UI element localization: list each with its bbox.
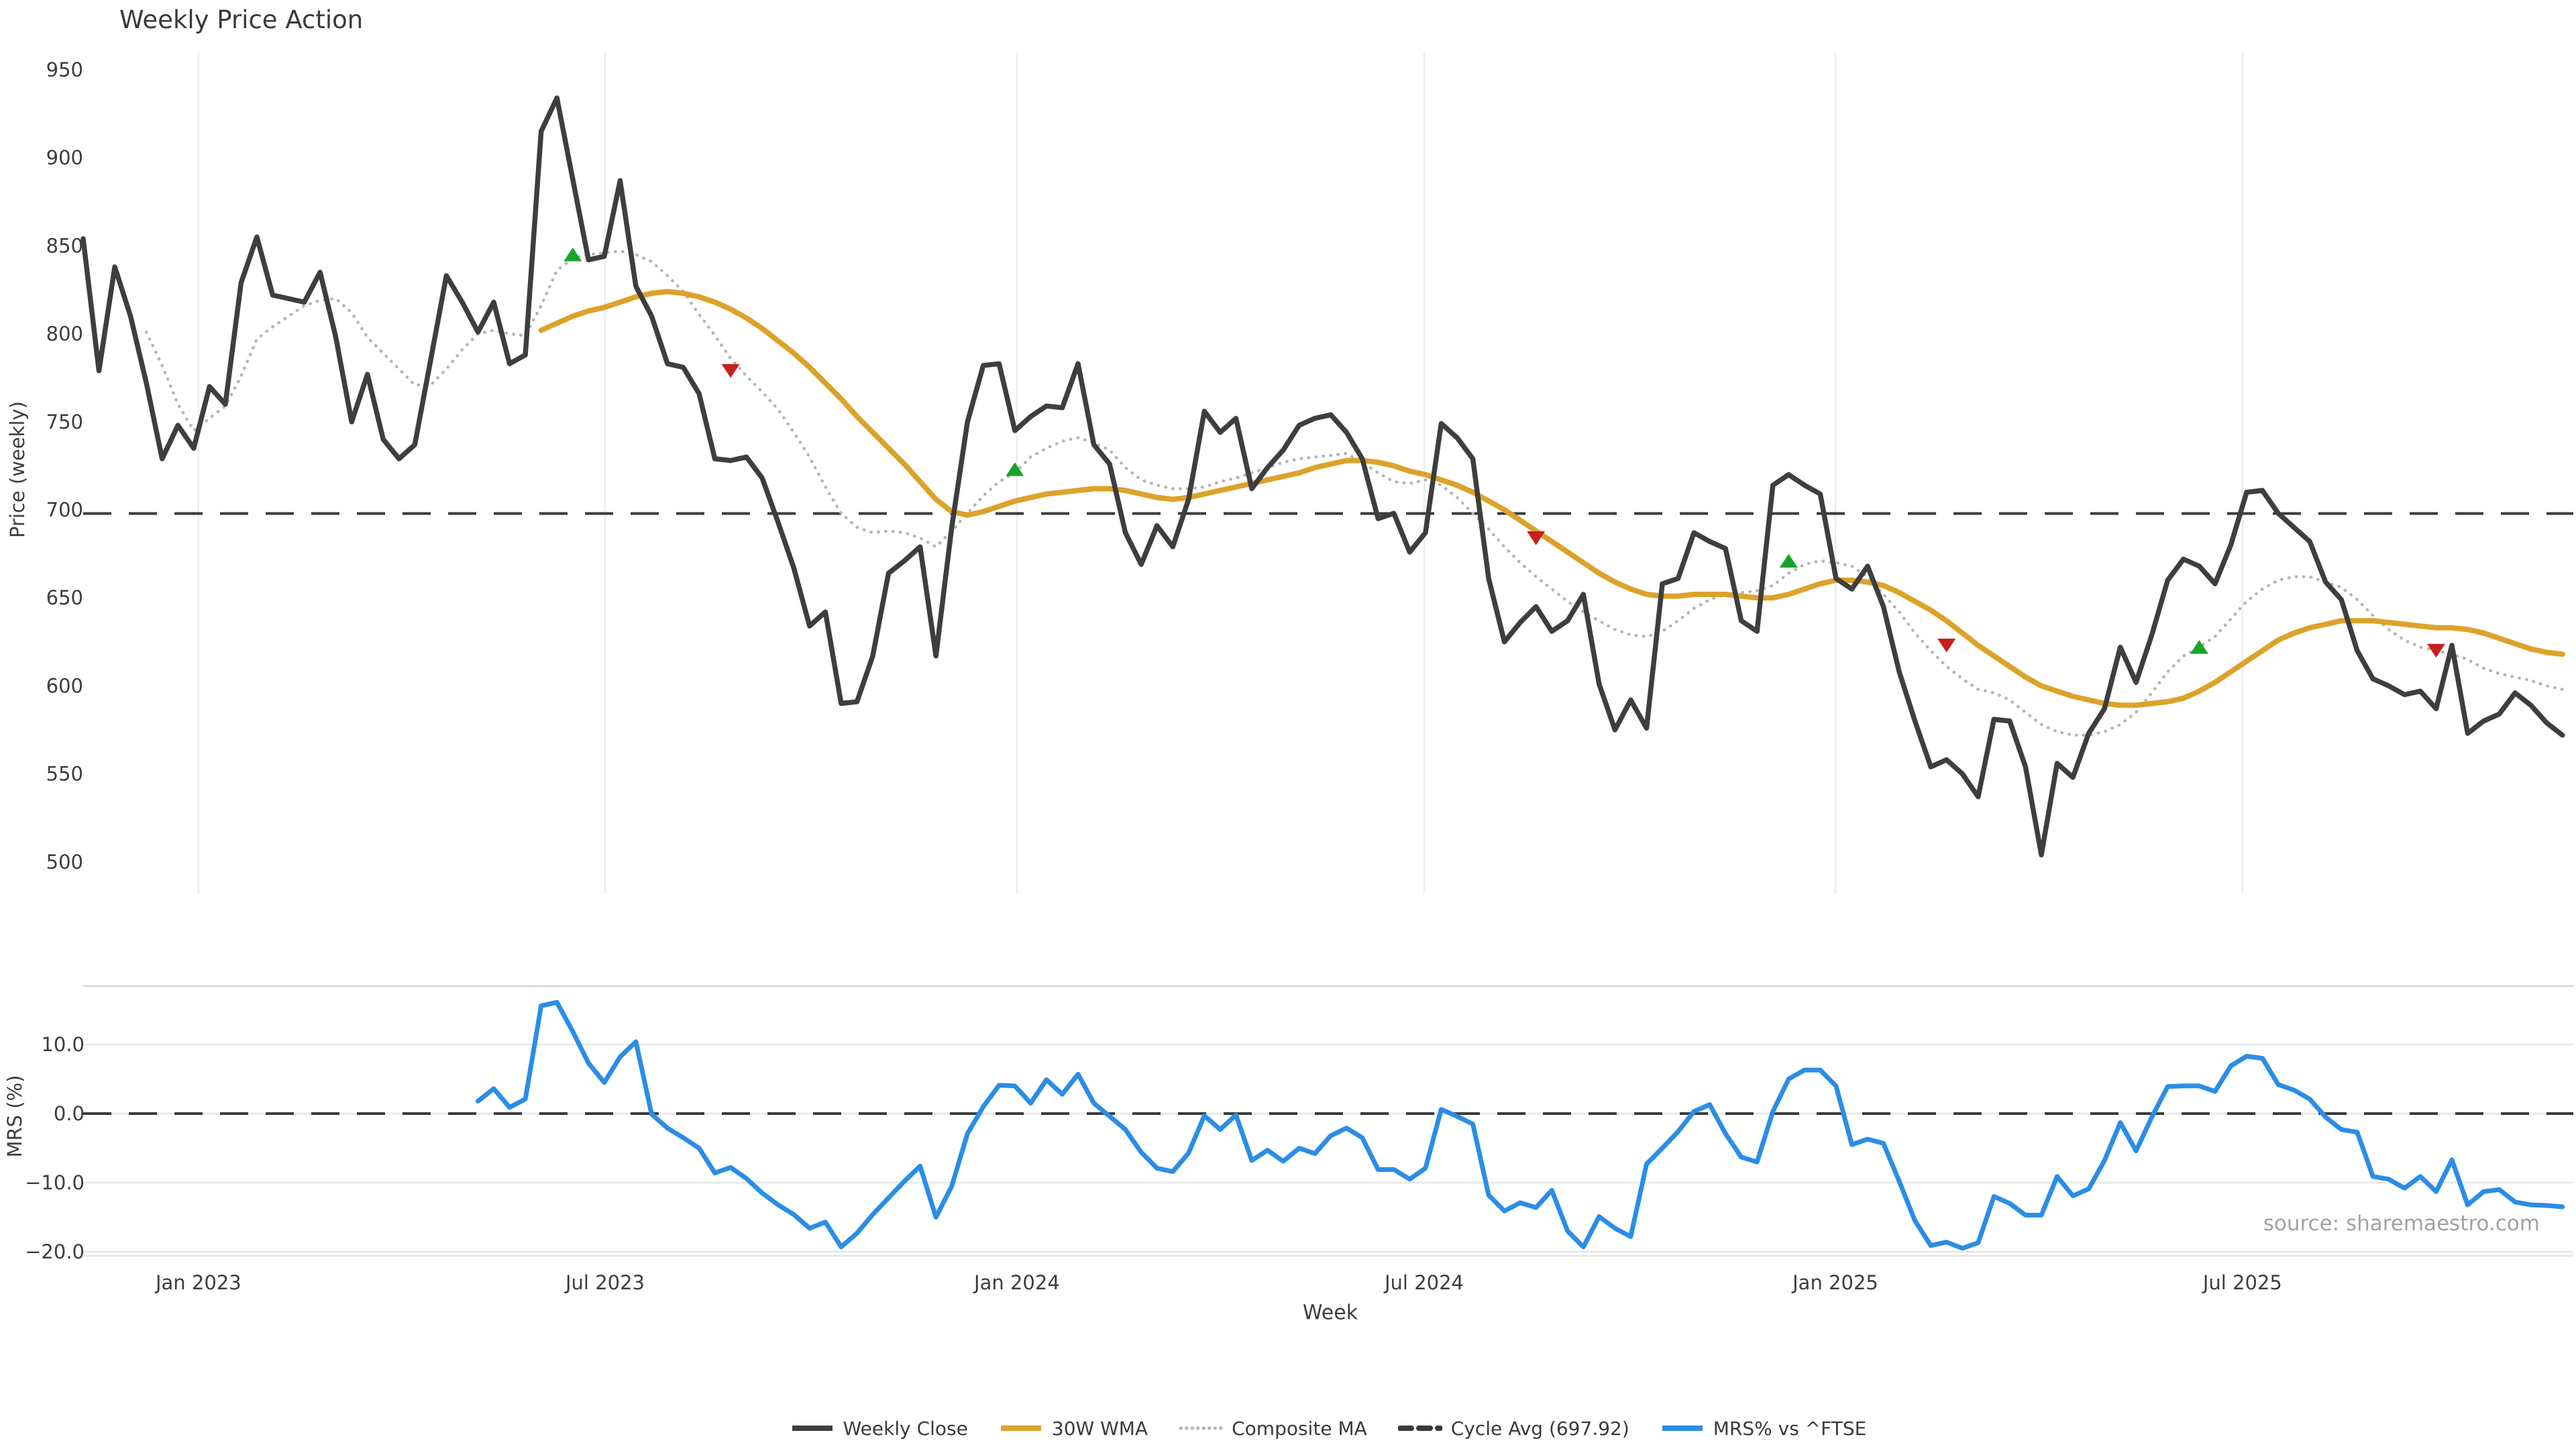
mrs-line [476,1000,2565,1251]
price-y-tick-label: 650 [46,586,83,609]
legend-swatch-solid [1662,1426,1703,1431]
price-y-tick-label: 600 [46,674,83,697]
legend-item: Weekly Close [790,1417,968,1440]
buy-marker [1779,553,1798,568]
sell-marker [721,364,740,378]
legend: Weekly Close 30W WMA Composite MA Cycle … [83,1411,2573,1445]
legend-label: MRS% vs ^FTSE [1713,1417,1867,1440]
x-tick-label: Jul 2023 [564,1271,645,1294]
legend-swatch-dotted [1179,1426,1223,1430]
wma-line [538,288,2565,708]
composite-ma-line [144,250,2565,737]
price-y-tick-label: 700 [46,498,83,521]
x-tick-label: Jan 2024 [973,1271,1060,1294]
price-y-tick-label: 950 [46,58,83,81]
chart-title: Weekly Price Action [119,5,364,34]
legend-swatch-dashed [1397,1426,1442,1431]
mrs-y-tick-label: −10.0 [25,1171,85,1194]
price-y-tick-label: 750 [46,411,83,433]
price-y-tick-label: 800 [46,323,83,345]
buy-marker [1006,462,1024,476]
mrs-y-tick-label: 10.0 [41,1033,85,1056]
price-y-tick-label: 500 [46,851,83,873]
mrs-axis-label: MRS (%) [3,1075,26,1158]
sell-marker [2426,643,2445,658]
price-y-tick-label: 550 [46,763,83,786]
x-tick-label: Jan 2023 [154,1271,241,1294]
legend-label: Cycle Avg (697.92) [1450,1417,1629,1440]
x-tick-label: Jul 2025 [2202,1271,2282,1294]
mrs-y-tick-label: −20.0 [25,1240,85,1263]
legend-item: Composite MA [1179,1417,1367,1440]
weekly-close-line [80,95,2565,858]
sell-marker [1527,531,1546,545]
buy-marker [2190,640,2208,654]
buy-marker [564,248,582,262]
source-watermark: source: sharemaestro.com [2263,1212,2540,1236]
legend-item: MRS% vs ^FTSE [1660,1417,1867,1440]
price-y-tick-label: 900 [46,146,83,169]
mrs-y-tick-label: 0.0 [54,1102,85,1125]
x-tick-label: Jul 2024 [1383,1271,1464,1294]
legend-swatch-solid [1000,1426,1041,1431]
sell-marker [1937,639,1956,653]
legend-item: 30W WMA [999,1417,1148,1440]
x-tick-label: Jan 2025 [1791,1271,1878,1294]
legend-item: Cycle Avg (697.92) [1397,1417,1629,1440]
price-axis-label: Price (weekly) [6,400,29,539]
legend-label: Composite MA [1232,1417,1367,1440]
x-axis-label: Week [1302,1301,1358,1325]
price-y-tick-label: 850 [46,234,83,257]
legend-swatch-solid [792,1426,833,1431]
legend-label: Weekly Close [843,1417,968,1440]
legend-label: 30W WMA [1051,1417,1148,1440]
